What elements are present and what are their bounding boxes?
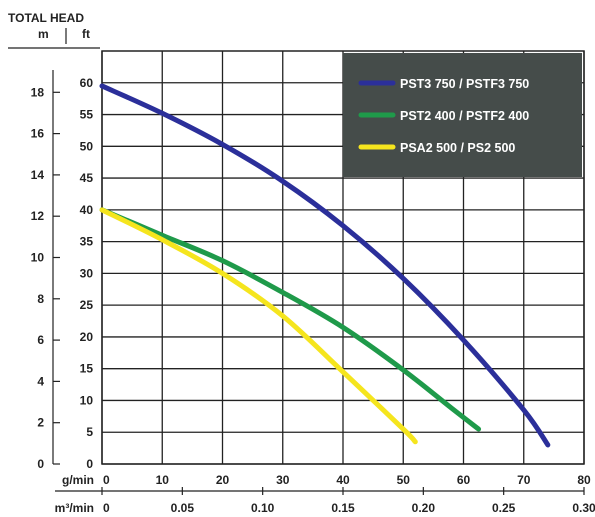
gpm-axis-label: g/min [62,473,94,487]
chart-title: TOTAL HEAD [8,11,84,25]
m3-axis-tick-label: 0 [103,501,110,515]
ft-axis-tick-label: 15 [80,362,94,376]
legend: PST3 750 / PSTF3 750 PST2 400 / PSTF2 400… [343,53,582,177]
m-axis-tick-label: 10 [31,251,45,265]
m3-axis-tick-label: 0.05 [171,501,195,515]
ft-axis-tick-label: 20 [80,330,94,344]
m3-axis-tick-label: 0.30 [572,501,595,515]
ft-axis-tick-label: 5 [86,425,93,439]
m-axis-tick-label: 2 [37,416,44,430]
m3-axis-tick-label: 0.20 [412,501,436,515]
legend-label: PSA2 500 / PS2 500 [400,141,515,155]
gpm-axis-tick-label: 10 [156,473,170,487]
m3-axis-tick-label: 0.25 [492,501,516,515]
axes: 0 2 4 6 8 10 12 14 16 18 0 5 10 15 20 25 30 35 40 45 50 55 60 g… [31,70,595,515]
curves [99,83,551,448]
ft-axis-tick-label: 30 [80,266,94,280]
gpm-axis-tick-label: 40 [336,473,350,487]
ft-axis-tick-label: 50 [80,139,94,153]
gpm-axis-tick-label: 20 [216,473,230,487]
m-axis-tick-label: 6 [37,333,44,347]
ft-axis-tick-label: 10 [80,393,94,407]
gpm-axis-tick-label: 70 [517,473,531,487]
ft-axis-tick-label: 25 [80,298,94,312]
legend-label: PST2 400 / PSTF2 400 [400,109,529,123]
m-axis-tick-label: 0 [37,457,44,471]
gpm-axis-tick-label: 80 [577,473,591,487]
m3-axis-tick-label: 0.10 [251,501,275,515]
ft-axis-tick-label: 0 [86,457,93,471]
gpm-axis-tick-label: 60 [457,473,471,487]
unit-m-label: m [38,27,49,41]
m3-axis-label: m³/min [55,501,94,515]
m-axis-tick-label: 18 [31,85,45,99]
m-axis-tick-label: 8 [37,292,44,306]
ft-axis-tick-label: 35 [80,235,94,249]
ft-axis-tick-label: 60 [80,76,94,90]
gpm-axis-tick-label: 0 [103,473,110,487]
unit-ft-label: ft [82,27,90,41]
series-line-2 [99,207,418,445]
ft-axis-tick-label: 45 [80,171,94,185]
ft-axis-tick-label: 55 [80,108,94,122]
series-line-0 [99,83,551,448]
ft-axis-tick-label: 40 [80,203,94,217]
m-axis-tick-label: 14 [31,168,45,182]
gpm-axis-tick-label: 50 [397,473,411,487]
gpm-axis-tick-label: 30 [276,473,290,487]
legend-label: PST3 750 / PSTF3 750 [400,77,529,91]
m-axis-tick-label: 4 [37,374,44,388]
m-axis-tick-label: 12 [31,209,45,223]
series-line-1 [99,207,482,432]
m-axis-tick-label: 16 [31,127,45,141]
m3-axis-tick-label: 0.15 [331,501,355,515]
